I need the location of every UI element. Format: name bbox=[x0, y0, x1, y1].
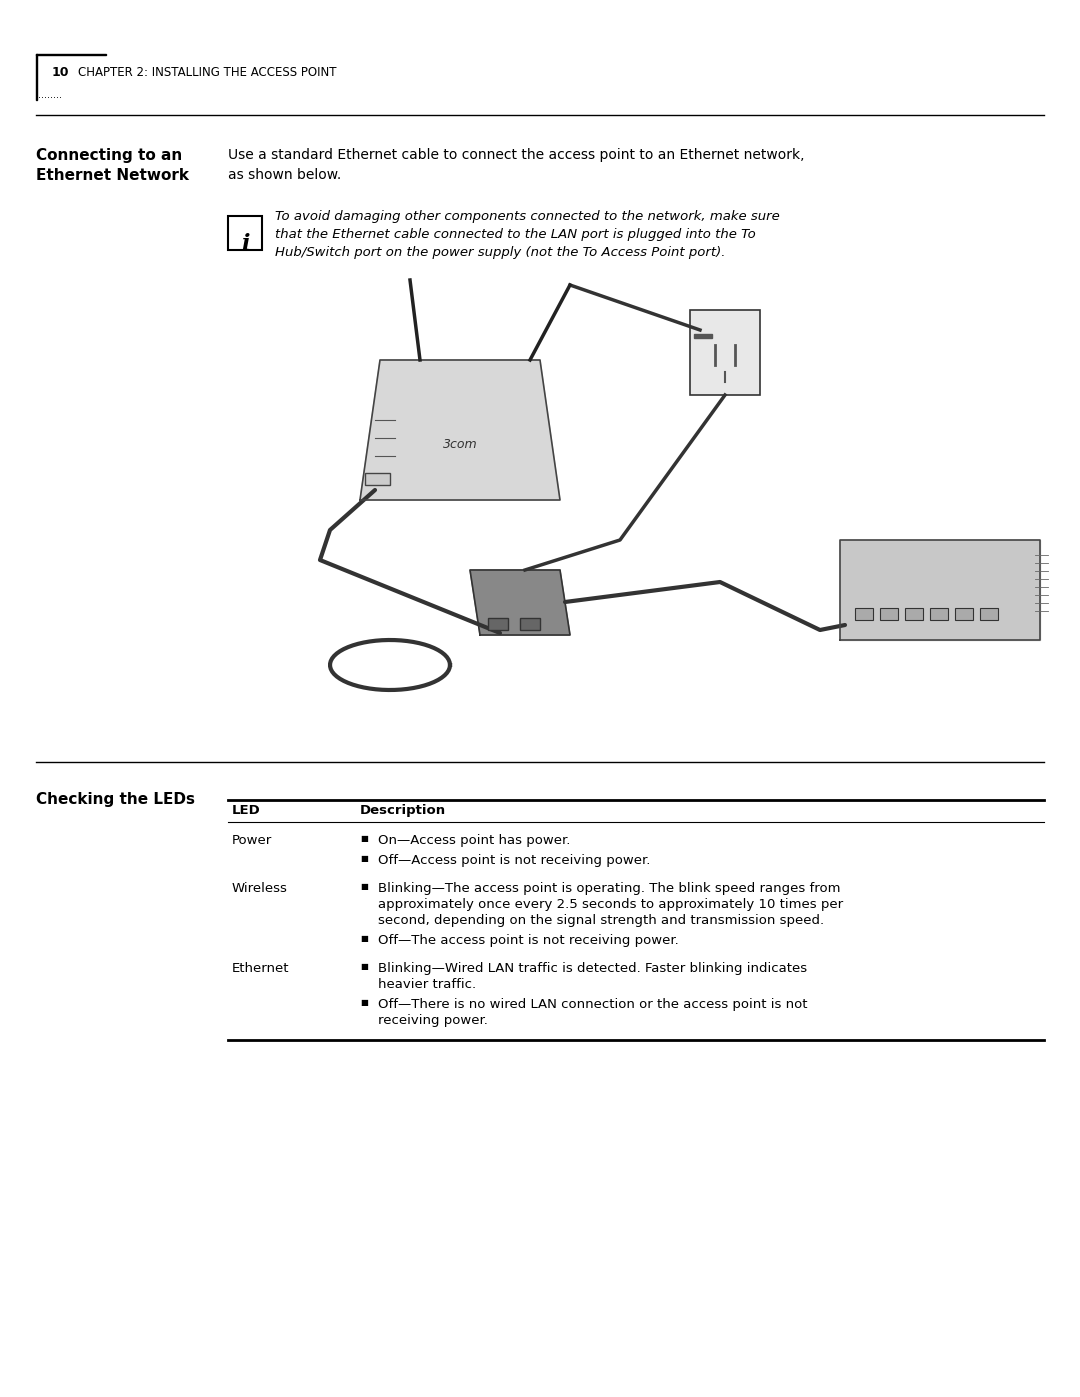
Bar bbox=[955, 608, 973, 620]
Text: ........: ........ bbox=[38, 89, 62, 101]
Bar bbox=[365, 474, 390, 485]
Text: To avoid damaging other components connected to the network, make sure: To avoid damaging other components conne… bbox=[275, 210, 780, 224]
Text: On—Access point has power.: On—Access point has power. bbox=[378, 834, 570, 847]
Text: approximately once every 2.5 seconds to approximately 10 times per: approximately once every 2.5 seconds to … bbox=[378, 898, 843, 911]
Text: ■: ■ bbox=[360, 834, 368, 842]
Bar bbox=[488, 617, 508, 630]
Text: ■: ■ bbox=[360, 935, 368, 943]
Text: Off—There is no wired LAN connection or the access point is not: Off—There is no wired LAN connection or … bbox=[378, 997, 808, 1011]
Text: i: i bbox=[241, 233, 249, 256]
Text: Connecting to an: Connecting to an bbox=[36, 148, 183, 163]
Text: Power: Power bbox=[232, 834, 272, 847]
Text: Off—Access point is not receiving power.: Off—Access point is not receiving power. bbox=[378, 854, 650, 868]
Bar bbox=[880, 608, 897, 620]
Text: Off—The access point is not receiving power.: Off—The access point is not receiving po… bbox=[378, 935, 678, 947]
Text: LED: LED bbox=[232, 805, 260, 817]
Text: ■: ■ bbox=[360, 882, 368, 891]
Text: as shown below.: as shown below. bbox=[228, 168, 341, 182]
Text: ■: ■ bbox=[360, 963, 368, 971]
Polygon shape bbox=[694, 334, 712, 338]
Text: Wireless: Wireless bbox=[232, 882, 288, 895]
Text: Description: Description bbox=[360, 805, 446, 817]
Text: Use a standard Ethernet cable to connect the access point to an Ethernet network: Use a standard Ethernet cable to connect… bbox=[228, 148, 805, 162]
Text: 10: 10 bbox=[52, 66, 69, 78]
Text: Checking the LEDs: Checking the LEDs bbox=[36, 792, 195, 807]
Text: Hub/Switch port on the power supply (not the To Access Point port).: Hub/Switch port on the power supply (not… bbox=[275, 246, 726, 258]
Text: Blinking—Wired LAN traffic is detected. Faster blinking indicates: Blinking—Wired LAN traffic is detected. … bbox=[378, 963, 807, 975]
Text: Ethernet Network: Ethernet Network bbox=[36, 168, 189, 183]
Polygon shape bbox=[470, 570, 570, 636]
Bar bbox=[905, 608, 923, 620]
Text: ■: ■ bbox=[360, 854, 368, 863]
Bar bbox=[855, 608, 873, 620]
Text: 3com: 3com bbox=[443, 439, 477, 451]
Text: Blinking—The access point is operating. The blink speed ranges from: Blinking—The access point is operating. … bbox=[378, 882, 840, 895]
Text: receiving power.: receiving power. bbox=[378, 1014, 488, 1027]
Text: ■: ■ bbox=[360, 997, 368, 1007]
Bar bbox=[519, 617, 540, 630]
Text: Ethernet: Ethernet bbox=[232, 963, 289, 975]
FancyBboxPatch shape bbox=[690, 310, 760, 395]
Bar bbox=[980, 608, 998, 620]
Polygon shape bbox=[360, 360, 561, 500]
Text: CHAPTER 2: INSTALLING THE ACCESS POINT: CHAPTER 2: INSTALLING THE ACCESS POINT bbox=[78, 66, 337, 78]
Polygon shape bbox=[840, 541, 1040, 640]
Text: that the Ethernet cable connected to the LAN port is plugged into the To: that the Ethernet cable connected to the… bbox=[275, 228, 756, 242]
Text: second, depending on the signal strength and transmission speed.: second, depending on the signal strength… bbox=[378, 914, 824, 928]
Bar bbox=[228, 217, 262, 250]
Bar bbox=[930, 608, 948, 620]
Text: heavier traffic.: heavier traffic. bbox=[378, 978, 476, 990]
